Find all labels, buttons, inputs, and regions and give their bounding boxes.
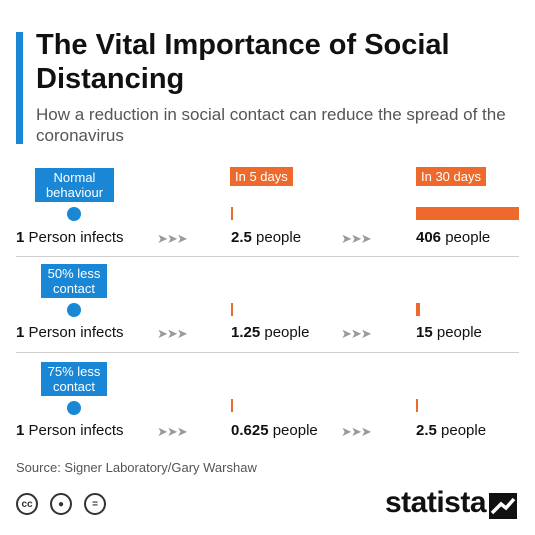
bar-30-days [416, 207, 519, 220]
start-text: 1 Person infects [16, 229, 124, 246]
person-dot [67, 303, 81, 317]
arrow-icon: ➤➤➤ [157, 231, 188, 246]
arrow-icon: ➤➤➤ [341, 326, 372, 341]
start-text: 1 Person infects [16, 324, 124, 341]
bar-5-days [231, 207, 233, 220]
bar-30-days [416, 399, 418, 412]
value-5-days: 1.25 people [231, 324, 310, 341]
bar-5-days [231, 399, 233, 412]
bar-30-days [416, 303, 420, 316]
person-dot [67, 401, 81, 415]
arrow-icon: ➤➤➤ [157, 326, 188, 341]
person-dot [67, 207, 81, 221]
arrow-icon: ➤➤➤ [341, 231, 372, 246]
value-5-days: 2.5 people [231, 229, 302, 246]
scenario-label: 50% less contact [41, 264, 107, 298]
page-title: The Vital Importance of Social Distancin… [36, 29, 450, 95]
bar-5-days [231, 303, 233, 316]
start-text: 1 Person infects [16, 422, 124, 439]
value-5-days: 0.625 people [231, 422, 318, 439]
arrow-icon: ➤➤➤ [157, 424, 188, 439]
value-30-days: 2.5 people [416, 422, 487, 439]
source-note: Source: Signer Laboratory/Gary Warshaw [16, 460, 257, 475]
value-30-days: 15 people [416, 324, 482, 341]
nd-icon: = [84, 493, 106, 515]
column-header-30-days: In 30 days [416, 167, 486, 186]
value-30-days: 406 people [416, 229, 491, 246]
row-divider [16, 256, 519, 257]
statista-logo-mark [489, 493, 517, 519]
scenario-label: Normal behaviour [35, 168, 114, 202]
column-header-5-days: In 5 days [230, 167, 293, 186]
scenario-label: 75% less contact [41, 362, 107, 396]
statista-logo: statista [385, 486, 487, 519]
arrow-icon: ➤➤➤ [341, 424, 372, 439]
by-icon: ● [50, 493, 72, 515]
row-divider [16, 352, 519, 353]
cc-icon: cc [16, 493, 38, 515]
page-subtitle: How a reduction in social contact can re… [36, 105, 506, 145]
title-accent-bar [16, 32, 23, 144]
